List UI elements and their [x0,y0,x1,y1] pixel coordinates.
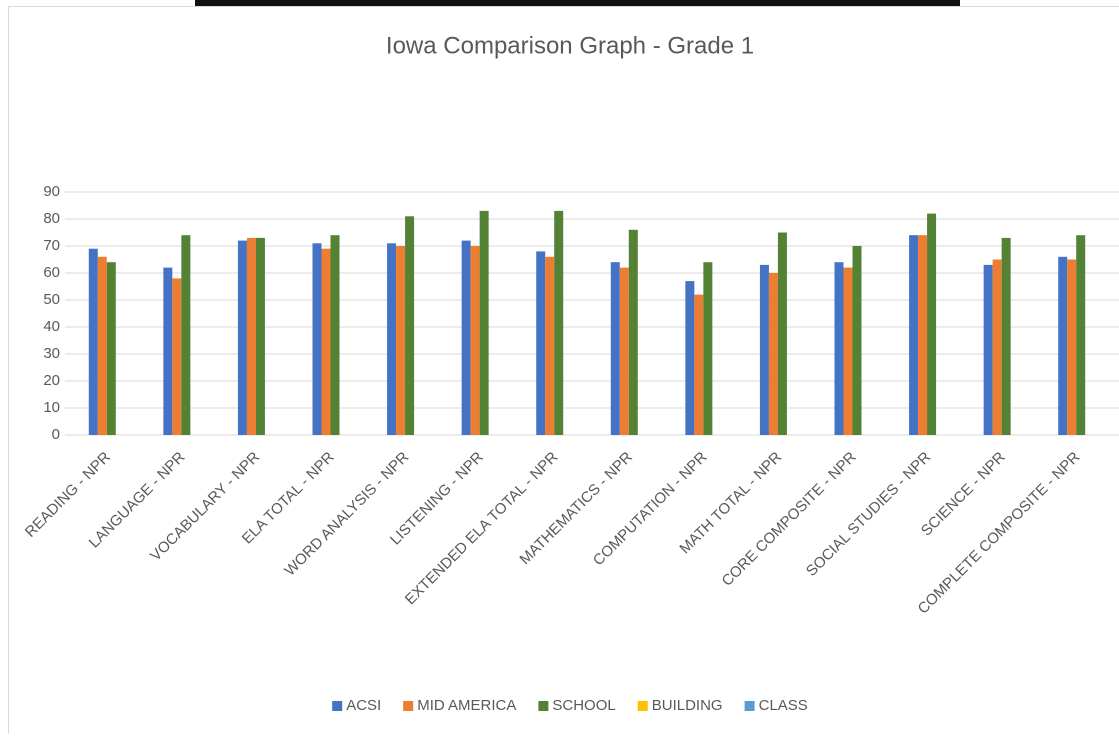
bar [703,262,712,435]
bar [331,235,340,435]
x-tick-label: COMPLETE COMPOSITE - NPR [915,449,1084,618]
legend-label: BUILDING [652,697,723,714]
bar [611,262,620,435]
bar [909,235,918,435]
bar [107,262,116,435]
bar [536,251,545,435]
legend-label: SCHOOL [552,697,615,714]
x-tick-label: CORE COMPOSITE - NPR [719,448,860,589]
y-tick-label: 0 [52,426,60,443]
bar [1067,260,1076,436]
bar [993,260,1002,436]
bar [247,238,256,435]
legend-swatch [538,701,548,711]
bar [387,243,396,435]
bar [620,268,629,435]
bar [89,249,98,435]
legend-swatch [745,701,755,711]
legend-label: ACSI [346,697,381,714]
bar [685,281,694,435]
y-tick-label: 40 [43,318,60,335]
bar [163,268,172,435]
x-tick-label: WORD ANALYSIS - NPR [281,449,412,580]
bar [545,257,554,435]
bar [853,246,862,435]
y-tick-label: 90 [43,183,60,200]
bar [694,295,703,435]
bar [396,246,405,435]
chart-title: Iowa Comparison Graph - Grade 1 [386,32,754,59]
y-tick-label: 10 [43,399,60,416]
bar [629,230,638,435]
bar [835,262,844,435]
bar [238,241,247,435]
bar [322,249,331,435]
bar [405,216,414,435]
x-tick-label: EXTENDED ELA TOTAL - NPR [402,448,562,608]
legend-swatch [403,701,413,711]
bar [1076,235,1085,435]
bar [313,243,322,435]
x-tick-label: SOCIAL STUDIES - NPR [803,448,934,579]
legend-label: CLASS [759,697,808,714]
y-tick-label: 80 [43,210,60,227]
bar [844,268,853,435]
bar [181,235,190,435]
bar [172,278,181,435]
y-tick-label: 60 [43,264,60,281]
bar [98,257,107,435]
bar [769,273,778,435]
y-tick-label: 20 [43,372,60,389]
bar [554,211,563,435]
legend-label: MID AMERICA [417,697,516,714]
bar [1058,257,1067,435]
y-tick-label: 50 [43,291,60,308]
bar [462,241,471,435]
bar [760,265,769,435]
bar [480,211,489,435]
bar [984,265,993,435]
y-tick-label: 30 [43,345,60,362]
bar [256,238,265,435]
bar [918,235,927,435]
y-tick-label: 70 [43,237,60,254]
bar [1002,238,1011,435]
legend-swatch [332,701,342,711]
bar [778,233,787,436]
legend-swatch [638,701,648,711]
top-bar [195,0,960,6]
bar [471,246,480,435]
bar [927,214,936,435]
